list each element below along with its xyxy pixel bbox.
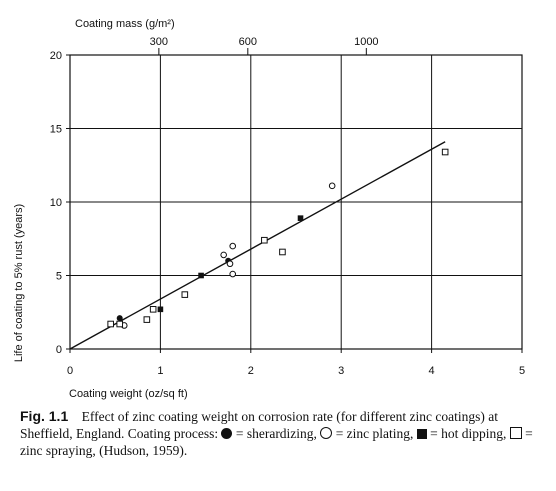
data-points [107, 148, 449, 329]
open-square-point [181, 291, 189, 298]
filled-square-point [198, 272, 204, 279]
x-tick-label: 2 [248, 365, 254, 377]
caption-item-hot-dipping: = hot dipping, [430, 426, 507, 441]
chart: 0 1 2 3 4 5 0 5 10 15 20 300 600 1000 Coating mass (g… [13, 18, 525, 400]
x-tick-label: 3 [338, 365, 344, 377]
open-circle-point [229, 242, 237, 250]
top-tick-label: 600 [239, 36, 257, 48]
grid [70, 54, 523, 349]
open-square-point [107, 320, 114, 328]
open-square-point [441, 148, 449, 156]
caption-text: Effect of zinc coating weight on corrosi… [20, 409, 498, 441]
open-square-point [143, 316, 151, 323]
x-axis-label: Coating weight (oz/sq ft) [69, 388, 188, 400]
x-tick-label: 4 [429, 365, 435, 377]
y-axis-label: Life of coating to 5% rust (years) [13, 204, 25, 362]
fit-line [69, 141, 446, 350]
x-tick-label: 5 [519, 365, 525, 377]
open-circle-point [328, 182, 336, 190]
filled-square-point [297, 215, 304, 221]
y-tick-label: 10 [50, 197, 62, 209]
open-square-point [279, 248, 286, 256]
y-tick-label: 0 [56, 344, 62, 356]
filled-circle-symbol [221, 428, 233, 439]
open-square-point [261, 236, 268, 244]
open-square-point [116, 320, 124, 328]
caption-item-sherardizing: = sherardizing, [235, 426, 317, 441]
fit-line-group [69, 141, 446, 350]
caption-figure-label: Fig. 1.1 [20, 408, 69, 424]
open-circle-point [226, 260, 234, 268]
filled-square-symbol [416, 429, 427, 439]
y-tick-label: 20 [50, 50, 62, 62]
caption-item-zinc-plating: = zinc plating, [335, 426, 414, 441]
top-tick-label: 1000 [354, 36, 378, 48]
open-circle-point [229, 270, 237, 278]
x-tick-label: 0 [67, 365, 73, 377]
filled-square-point [157, 306, 164, 313]
open-square-point [149, 306, 157, 313]
filled-circle-point [116, 315, 123, 322]
x-tick-label: 1 [157, 365, 163, 377]
open-square-symbol [509, 427, 522, 439]
axis-ticks: 0 1 2 3 4 5 0 5 10 15 20 300 600 1000 [50, 36, 525, 377]
top-tick-label: 300 [150, 36, 168, 48]
open-circle-point [220, 251, 227, 259]
top-axis-label: Coating mass (g/m²) [75, 18, 175, 30]
figure-caption: Fig. 1.1 Effect of zinc coating weight o… [20, 408, 540, 459]
open-circle-symbol [320, 427, 333, 439]
y-tick-label: 15 [50, 124, 62, 136]
y-tick-label: 5 [56, 271, 62, 283]
caption-item-zinc-spraying: = zinc spraying, (Hudson, 1959). [20, 426, 533, 458]
